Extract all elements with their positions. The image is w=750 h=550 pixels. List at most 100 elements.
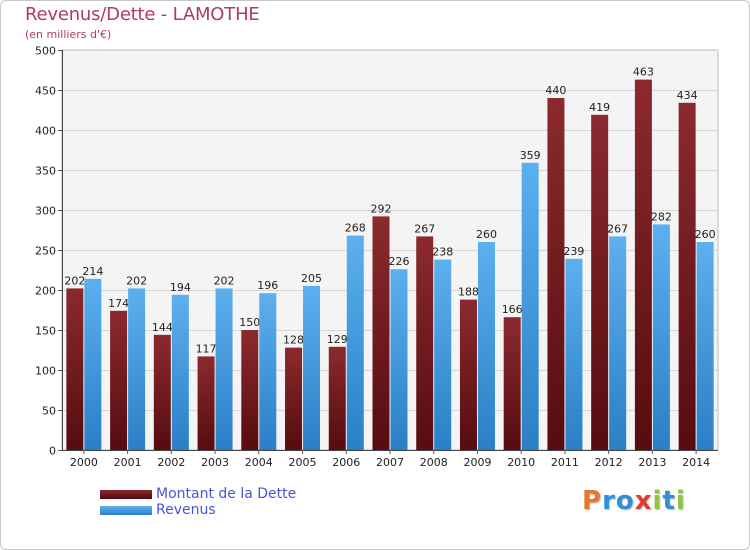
bar-revenus bbox=[390, 269, 408, 450]
y-tick-label: 500 bbox=[35, 45, 56, 58]
bar-revenus bbox=[477, 242, 495, 450]
data-label-dette: 463 bbox=[633, 66, 654, 79]
data-label-dette: 267 bbox=[414, 222, 435, 235]
bar-revenus bbox=[171, 294, 189, 450]
data-label-revenus: 194 bbox=[170, 281, 191, 294]
bar-dette bbox=[591, 114, 609, 451]
y-tick-label: 100 bbox=[35, 365, 56, 378]
bar-dette bbox=[66, 288, 84, 450]
y-tick-label: 0 bbox=[49, 445, 56, 458]
x-tick-label: 2014 bbox=[682, 456, 710, 469]
logo-letter: P bbox=[582, 486, 603, 516]
bar-dette bbox=[678, 102, 696, 451]
data-label-dette: 128 bbox=[283, 334, 304, 347]
bar-dette bbox=[197, 356, 215, 450]
data-label-dette: 150 bbox=[239, 316, 260, 329]
data-label-revenus: 268 bbox=[345, 222, 366, 235]
data-label-dette: 440 bbox=[545, 84, 566, 97]
proxiti-logo: Proxiti bbox=[582, 486, 686, 516]
data-label-dette: 129 bbox=[327, 333, 348, 346]
y-tick-label: 200 bbox=[35, 285, 56, 298]
y-tick-label: 350 bbox=[35, 165, 56, 178]
data-label-revenus: 226 bbox=[389, 255, 410, 268]
bar-revenus bbox=[434, 259, 452, 450]
bar-dette bbox=[328, 346, 346, 450]
bar-revenus bbox=[696, 242, 714, 450]
data-label-revenus: 205 bbox=[301, 272, 322, 285]
data-label-revenus: 260 bbox=[476, 228, 497, 241]
bar-revenus bbox=[346, 235, 364, 450]
x-tick-label: 2004 bbox=[245, 456, 273, 469]
bar-revenus bbox=[215, 288, 233, 450]
data-label-revenus: 202 bbox=[214, 274, 235, 287]
data-label-revenus: 359 bbox=[520, 149, 541, 162]
legend-label-revenus: Revenus bbox=[156, 502, 216, 518]
data-label-dette: 419 bbox=[589, 101, 610, 114]
bar-dette bbox=[634, 79, 652, 450]
x-tick-label: 2003 bbox=[201, 456, 229, 469]
x-tick-label: 2012 bbox=[595, 456, 623, 469]
x-tick-label: 2011 bbox=[551, 456, 579, 469]
x-tick-label: 2002 bbox=[157, 456, 185, 469]
data-label-revenus: 196 bbox=[257, 279, 278, 292]
bar-revenus bbox=[128, 288, 146, 450]
data-label-dette: 117 bbox=[196, 342, 217, 355]
data-label-revenus: 214 bbox=[82, 265, 103, 278]
legend-label-dette: Montant de la Dette bbox=[156, 486, 297, 502]
data-label-dette: 174 bbox=[108, 297, 129, 310]
bar-revenus bbox=[521, 162, 539, 451]
data-label-dette: 292 bbox=[371, 202, 392, 215]
y-tick-label: 450 bbox=[35, 85, 56, 98]
legend-swatch-revenus bbox=[100, 506, 152, 515]
bar-dette bbox=[416, 236, 434, 450]
x-tick-label: 2009 bbox=[463, 456, 491, 469]
bar-dette bbox=[547, 98, 565, 450]
x-tick-label: 2008 bbox=[420, 456, 448, 469]
y-tick-label: 400 bbox=[35, 125, 56, 138]
y-tick-label: 250 bbox=[35, 245, 56, 258]
data-label-revenus: 202 bbox=[126, 274, 147, 287]
legend-swatch-dette bbox=[100, 490, 152, 499]
bar-revenus bbox=[565, 258, 583, 450]
data-label-revenus: 238 bbox=[432, 246, 453, 259]
bar-dette bbox=[372, 216, 390, 450]
x-tick-label: 2007 bbox=[376, 456, 404, 469]
logo-letter: t bbox=[662, 486, 676, 516]
bar-dette bbox=[459, 299, 477, 450]
logo-letter: i bbox=[652, 486, 663, 516]
bar-dette bbox=[285, 347, 303, 450]
x-tick-label: 2001 bbox=[114, 456, 142, 469]
bar-revenus bbox=[652, 224, 670, 450]
data-label-dette: 188 bbox=[458, 286, 479, 299]
data-label-revenus: 260 bbox=[695, 228, 716, 241]
x-tick-label: 2000 bbox=[70, 456, 98, 469]
data-label-dette: 166 bbox=[502, 303, 523, 316]
bar-dette bbox=[110, 310, 128, 450]
y-tick-label: 50 bbox=[42, 405, 56, 418]
chart-title: Revenus/Dette - LAMOTHE bbox=[25, 4, 260, 25]
data-label-revenus: 282 bbox=[651, 210, 672, 223]
logo-letter: x bbox=[634, 486, 653, 516]
logo-letter: r bbox=[602, 486, 616, 516]
x-tick-label: 2006 bbox=[332, 456, 360, 469]
x-tick-label: 2005 bbox=[289, 456, 317, 469]
y-tick-label: 300 bbox=[35, 205, 56, 218]
bar-revenus bbox=[259, 293, 277, 450]
x-tick-label: 2013 bbox=[638, 456, 666, 469]
bar-dette bbox=[503, 317, 521, 450]
chart-subtitle: (en milliers d'€) bbox=[25, 28, 112, 41]
bar-revenus bbox=[609, 236, 627, 450]
bar-dette bbox=[153, 334, 171, 450]
bar-revenus bbox=[303, 286, 321, 450]
data-label-dette: 434 bbox=[677, 89, 698, 102]
data-label-dette: 202 bbox=[64, 274, 85, 287]
bar-revenus bbox=[84, 278, 102, 450]
data-label-dette: 144 bbox=[152, 321, 173, 334]
logo-letter: o bbox=[615, 486, 635, 516]
data-label-revenus: 267 bbox=[607, 222, 628, 235]
logo-letter: i bbox=[675, 486, 686, 516]
x-tick-label: 2010 bbox=[507, 456, 535, 469]
data-label-revenus: 239 bbox=[563, 245, 584, 258]
y-tick-label: 150 bbox=[35, 325, 56, 338]
